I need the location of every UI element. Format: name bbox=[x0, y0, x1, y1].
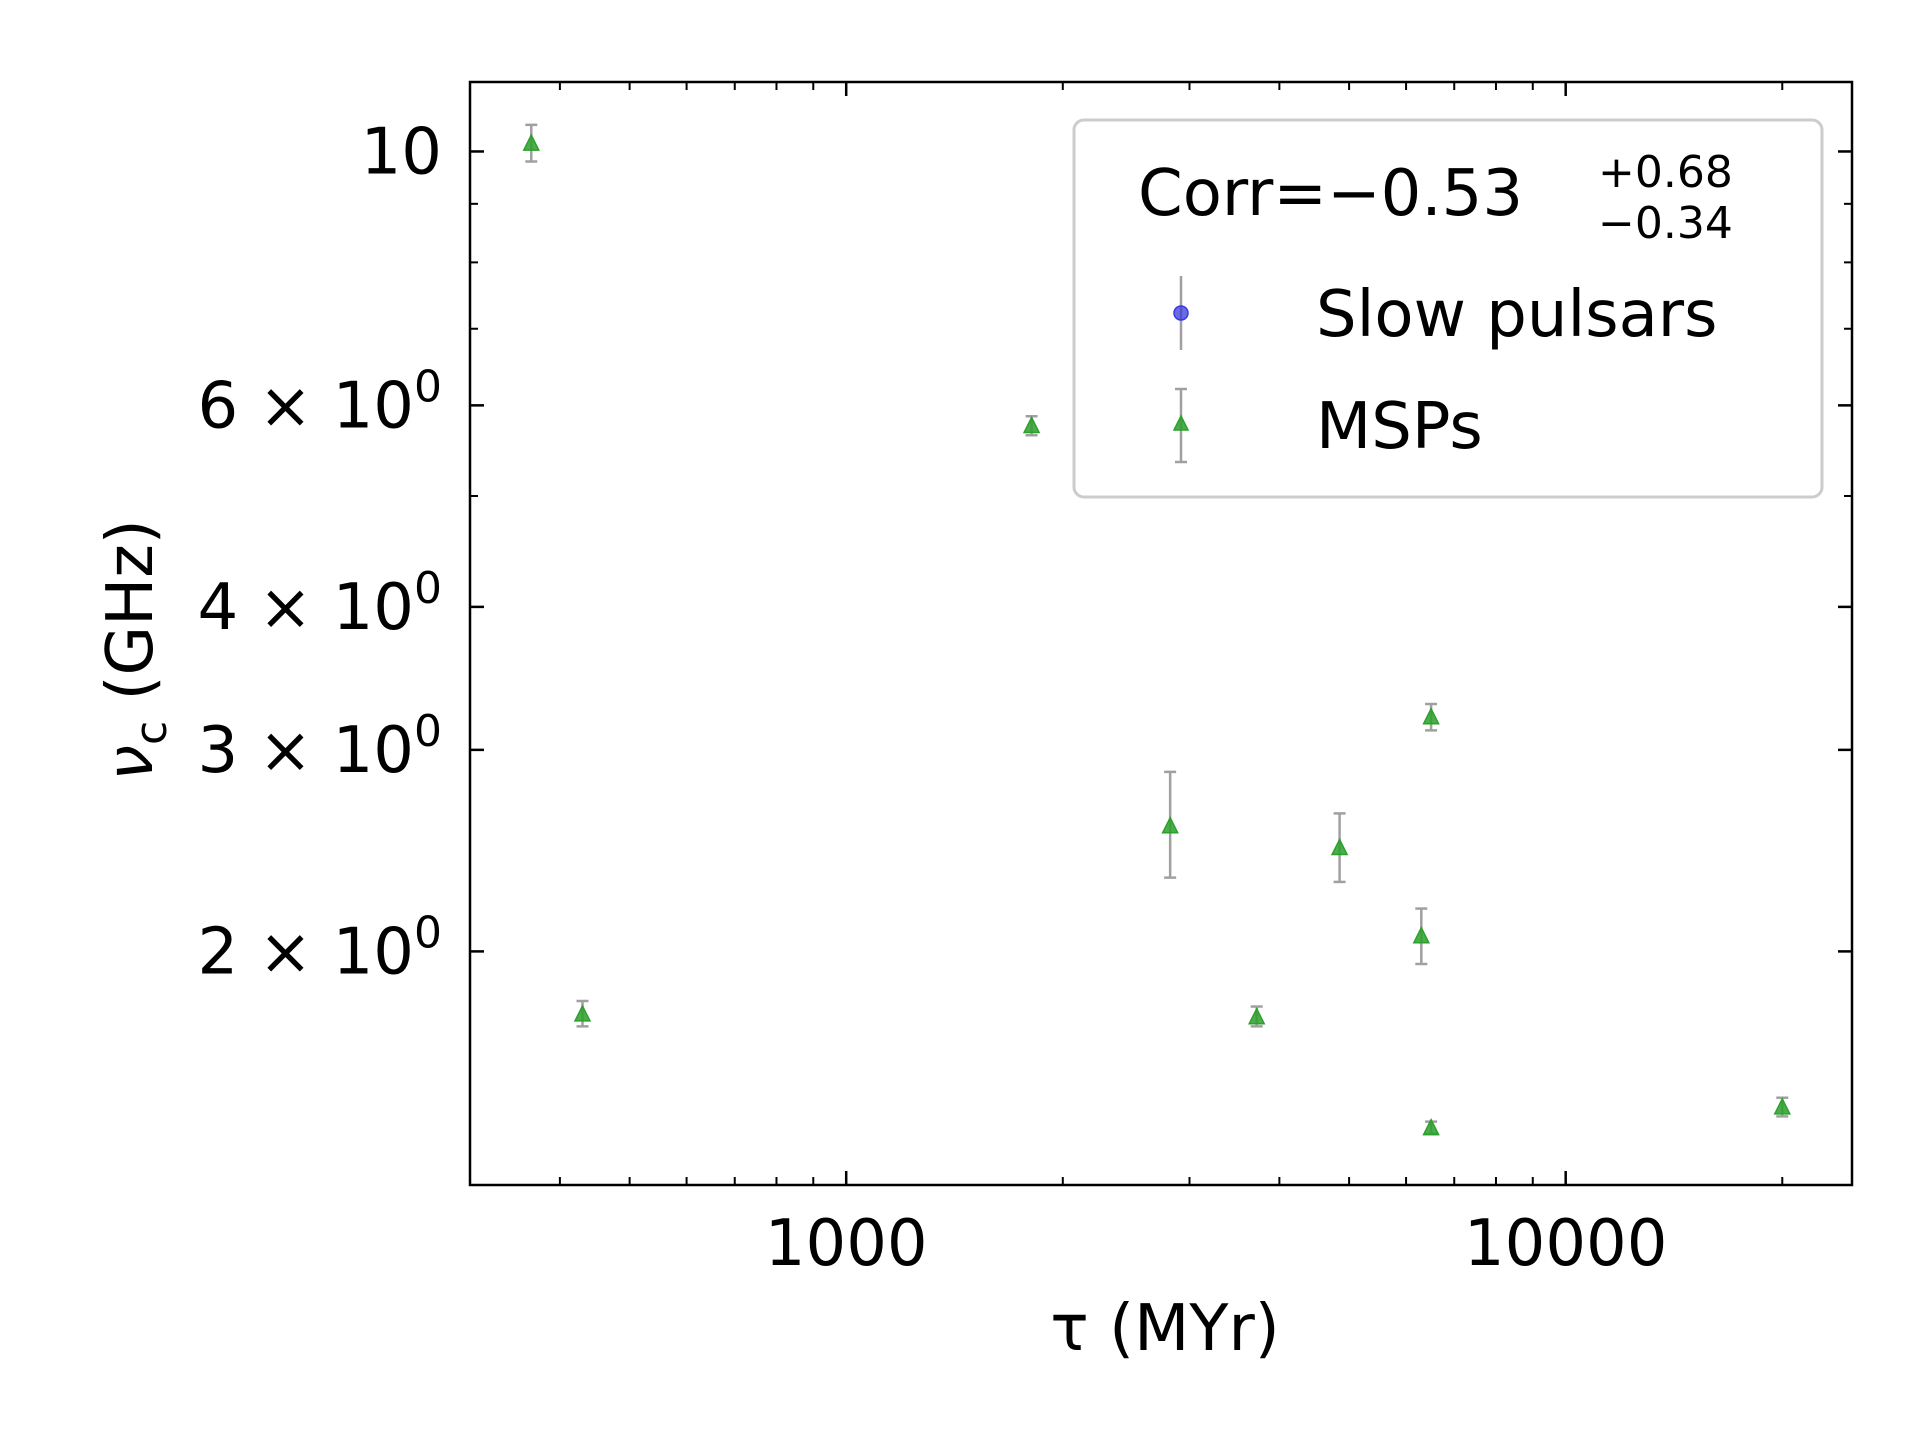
y-axis-label-subscript: c bbox=[126, 721, 177, 745]
y-tick-label: 10 bbox=[361, 115, 442, 189]
legend-title-subscript: −0.34 bbox=[1598, 198, 1733, 249]
plot-frame bbox=[468, 80, 1854, 1187]
legend-title: Corr=−0.53 bbox=[1138, 157, 1523, 231]
y-tick-label-base: 2 × 10 bbox=[198, 915, 414, 989]
x-axis: 1000 10000 bbox=[469, 82, 1784, 1281]
legend-label-msps: MSPs bbox=[1316, 390, 1483, 464]
y-tick-label-base: 3 × 10 bbox=[198, 714, 414, 788]
msp-marker bbox=[1022, 415, 1041, 434]
msp-marker bbox=[1422, 707, 1440, 725]
msp-marker bbox=[1161, 816, 1179, 834]
legend-label-slow-pulsars: Slow pulsars bbox=[1316, 278, 1717, 352]
data-point bbox=[1247, 1005, 1266, 1028]
legend-slow-marker bbox=[1173, 305, 1189, 321]
data-point bbox=[1330, 812, 1349, 884]
y-tick-label-base: 10 bbox=[361, 115, 442, 189]
data-point bbox=[573, 999, 592, 1028]
msp-marker bbox=[1412, 926, 1431, 944]
y-tick-label-exponent: 0 bbox=[414, 706, 442, 757]
y-axis-label: νc (GHz) bbox=[94, 519, 177, 781]
x-tick-label: 1000 bbox=[765, 1207, 928, 1281]
legend-entry-slow-pulsars: Slow pulsars bbox=[1173, 276, 1717, 352]
msp-marker bbox=[1422, 1117, 1440, 1136]
data-point bbox=[1022, 414, 1041, 437]
msp-marker bbox=[1247, 1007, 1266, 1025]
y-tick-label-exponent: 0 bbox=[414, 907, 442, 958]
msp-marker bbox=[1330, 837, 1349, 856]
data-point bbox=[1161, 770, 1179, 879]
y-tick-label: 2 × 100 bbox=[198, 907, 442, 989]
legend-msp-marker bbox=[1172, 414, 1190, 431]
y-tick-label-exponent: 0 bbox=[414, 361, 442, 412]
x-tick-label: 10000 bbox=[1464, 1207, 1668, 1281]
data-point bbox=[1422, 702, 1440, 732]
legend: Corr=−0.53 +0.68 −0.34 Slow pulsars MSPs bbox=[1072, 118, 1824, 499]
plot-marks bbox=[522, 123, 1791, 1136]
y-tick-label-base: 4 × 10 bbox=[198, 571, 414, 645]
msp-marker bbox=[522, 133, 540, 151]
legend-box bbox=[1072, 118, 1824, 499]
x-axis-label: τ (MYr) bbox=[1050, 1292, 1279, 1366]
y-axis-label-unit: (GHz) bbox=[94, 519, 168, 721]
data-point bbox=[1773, 1096, 1791, 1118]
data-point bbox=[1422, 1117, 1440, 1136]
legend-title-main: Corr=−0.53 bbox=[1138, 157, 1523, 231]
y-tick-label-base: 6 × 10 bbox=[198, 369, 414, 443]
data-point bbox=[522, 123, 540, 163]
y-tick-label: 3 × 100 bbox=[198, 706, 442, 788]
data-point bbox=[1412, 907, 1431, 966]
y-tick-label-exponent: 0 bbox=[414, 563, 442, 614]
y-axis-label-symbol: ν bbox=[94, 745, 168, 781]
msp-marker bbox=[1773, 1097, 1791, 1115]
y-tick-label: 4 × 100 bbox=[198, 563, 442, 645]
legend-entry-msps: MSPs bbox=[1172, 387, 1483, 464]
legend-title-superscript: +0.68 bbox=[1598, 147, 1733, 198]
msp-marker bbox=[573, 1004, 592, 1022]
y-tick-label: 6 × 100 bbox=[198, 361, 442, 443]
